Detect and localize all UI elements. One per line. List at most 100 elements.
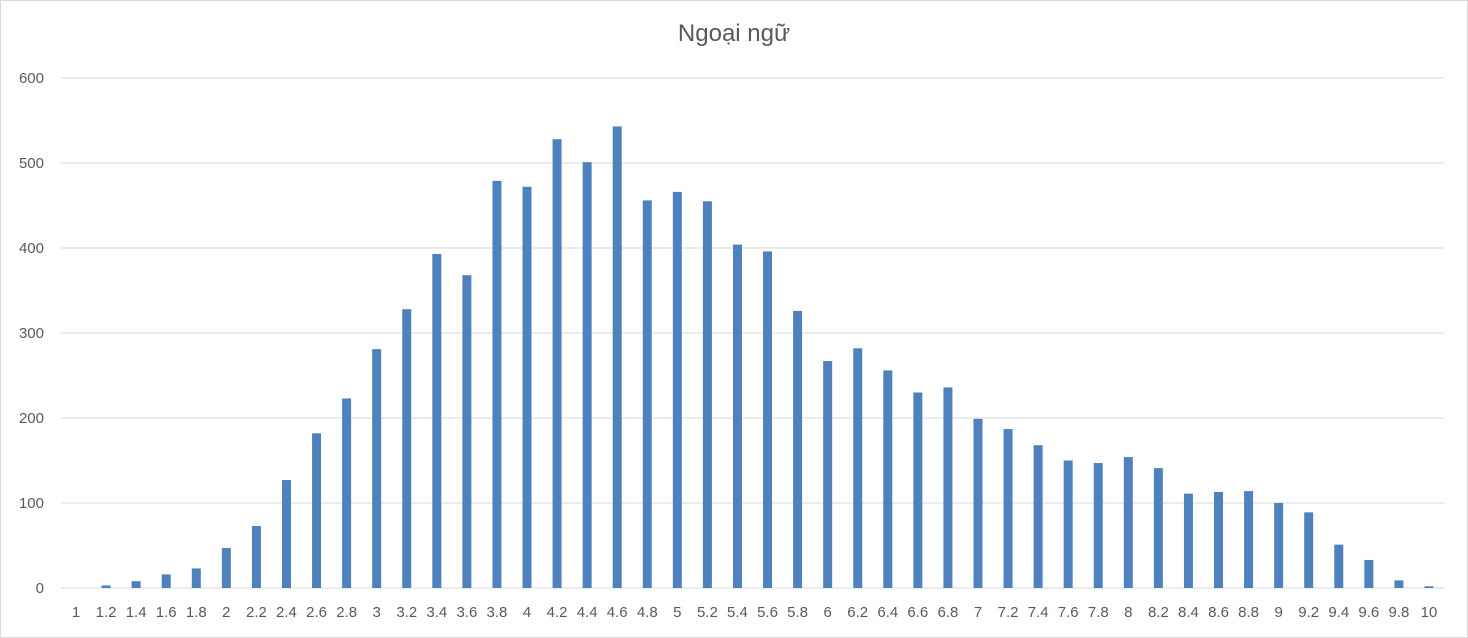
bar — [312, 433, 322, 588]
x-tick-label: 2 — [222, 604, 230, 621]
bar — [793, 310, 803, 588]
bar — [853, 348, 863, 588]
x-tick-label: 4 — [523, 604, 531, 621]
bar — [191, 568, 201, 588]
bar — [943, 387, 953, 588]
y-tick-label: 300 — [19, 325, 44, 342]
bar — [1093, 463, 1103, 588]
bar — [522, 186, 532, 589]
bar — [642, 200, 652, 588]
x-tick-label: 1.6 — [156, 604, 177, 621]
x-tick-label: 4.4 — [577, 604, 598, 621]
bar — [672, 191, 682, 588]
bar — [1123, 457, 1133, 588]
bar — [1153, 468, 1163, 588]
bar — [402, 309, 412, 588]
bar — [462, 275, 472, 588]
x-tick-label: 8.2 — [1148, 604, 1169, 621]
x-tick-label: 3.8 — [487, 604, 508, 621]
bar — [1183, 493, 1193, 588]
bar — [101, 585, 111, 588]
x-tick-label: 5.2 — [697, 604, 718, 621]
chart-title: Ngoại ngữ — [677, 20, 791, 47]
x-tick-label: 1.2 — [96, 604, 117, 621]
x-tick-label: 4.8 — [637, 604, 658, 621]
x-tick-label: 8.6 — [1208, 604, 1229, 621]
x-tick-label: 6.2 — [847, 604, 868, 621]
bar — [883, 370, 893, 588]
x-tick-label: 7.2 — [998, 604, 1019, 621]
bar — [372, 349, 382, 588]
x-tick-label: 6.4 — [877, 604, 898, 621]
x-tick-label: 8.4 — [1178, 604, 1199, 621]
bar — [221, 548, 231, 588]
y-tick-label: 0 — [36, 580, 44, 597]
bar — [763, 251, 773, 588]
x-tick-label: 5 — [673, 604, 681, 621]
bar — [823, 361, 833, 588]
bar — [1214, 491, 1224, 588]
bar — [1394, 580, 1404, 588]
bar — [1304, 512, 1314, 588]
y-tick-label: 500 — [19, 155, 44, 172]
bar — [1033, 445, 1043, 588]
bar — [342, 398, 352, 588]
bar — [492, 180, 502, 588]
bar — [1364, 559, 1374, 588]
x-tick-label: 3.6 — [456, 604, 477, 621]
x-tick-label: 9 — [1274, 604, 1282, 621]
bar — [612, 126, 622, 588]
bar — [1274, 503, 1284, 588]
x-tick-label: 7.6 — [1058, 604, 1079, 621]
x-tick-label: 1.4 — [126, 604, 147, 621]
bar — [582, 162, 592, 588]
bar — [1424, 586, 1434, 588]
bar — [552, 139, 562, 588]
bar — [1334, 544, 1344, 588]
x-tick-label: 8 — [1124, 604, 1132, 621]
x-tick-label: 9.2 — [1298, 604, 1319, 621]
x-tick-label: 7 — [974, 604, 982, 621]
x-tick-label: 9.4 — [1328, 604, 1349, 621]
x-tick-label: 2.4 — [276, 604, 297, 621]
x-tick-label: 9.6 — [1358, 604, 1379, 621]
x-tick-label: 10 — [1421, 604, 1438, 621]
x-tick-label: 5.4 — [727, 604, 748, 621]
y-tick-label: 200 — [19, 410, 44, 427]
bar — [973, 418, 983, 588]
bar — [432, 253, 442, 588]
x-tick-label: 3.4 — [426, 604, 447, 621]
bar — [1244, 491, 1254, 588]
y-tick-label: 100 — [19, 495, 44, 512]
x-tick-label: 9.8 — [1388, 604, 1409, 621]
bar — [1003, 429, 1013, 588]
x-tick-label: 2.6 — [306, 604, 327, 621]
x-tick-label: 5.6 — [757, 604, 778, 621]
x-tick-label: 3.2 — [396, 604, 417, 621]
x-tick-label: 2.8 — [336, 604, 357, 621]
y-tick-label: 600 — [19, 70, 44, 87]
x-tick-label: 6.6 — [907, 604, 928, 621]
y-tick-label: 400 — [19, 240, 44, 257]
bar — [281, 480, 291, 588]
x-tick-label: 7.8 — [1088, 604, 1109, 621]
x-tick-label: 8.8 — [1238, 604, 1259, 621]
x-tick-label: 1.8 — [186, 604, 207, 621]
bar — [1063, 460, 1073, 588]
x-tick-label: 2.2 — [246, 604, 267, 621]
x-tick-label: 7.4 — [1028, 604, 1049, 621]
x-tick-label: 5.8 — [787, 604, 808, 621]
bar — [251, 525, 261, 588]
bar — [161, 574, 171, 588]
x-tick-label: 1 — [72, 604, 80, 621]
bar — [913, 392, 923, 588]
bar — [702, 201, 712, 588]
x-tick-label: 4.6 — [607, 604, 628, 621]
x-tick-label: 4.2 — [547, 604, 568, 621]
bar — [131, 581, 141, 588]
x-tick-label: 3 — [373, 604, 381, 621]
x-tick-label: 6 — [823, 604, 831, 621]
bar — [732, 244, 742, 588]
x-tick-label: 6.8 — [937, 604, 958, 621]
